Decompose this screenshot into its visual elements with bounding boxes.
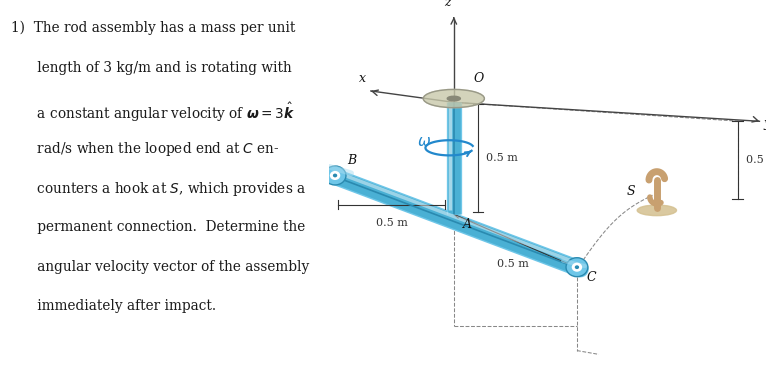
Circle shape bbox=[333, 174, 337, 177]
Text: z: z bbox=[444, 0, 450, 9]
Text: S: S bbox=[627, 185, 635, 198]
Text: 0.5 m: 0.5 m bbox=[746, 155, 766, 165]
Text: O: O bbox=[473, 72, 483, 85]
Text: rad/s when the looped end at $C$ en-: rad/s when the looped end at $C$ en- bbox=[11, 140, 279, 158]
Text: counters a hook at $S$, which provides a: counters a hook at $S$, which provides a bbox=[11, 180, 306, 198]
Text: permanent connection.  Determine the: permanent connection. Determine the bbox=[11, 220, 305, 234]
Circle shape bbox=[324, 166, 346, 185]
Text: a constant angular velocity of $\boldsymbol{\omega} = 3\hat{\boldsymbol{k}}$: a constant angular velocity of $\boldsym… bbox=[11, 100, 295, 124]
Text: y: y bbox=[764, 117, 766, 130]
Circle shape bbox=[571, 263, 582, 272]
Text: length of 3 kg/m and is rotating with: length of 3 kg/m and is rotating with bbox=[11, 61, 291, 75]
Text: angular velocity vector of the assembly: angular velocity vector of the assembly bbox=[11, 260, 309, 274]
Ellipse shape bbox=[447, 96, 460, 101]
Circle shape bbox=[566, 258, 588, 277]
Circle shape bbox=[330, 171, 340, 180]
Text: x: x bbox=[358, 72, 365, 85]
Text: C: C bbox=[587, 271, 597, 284]
Text: 0.5 m: 0.5 m bbox=[486, 153, 518, 163]
Text: immediately after impact.: immediately after impact. bbox=[11, 299, 216, 313]
Text: $\omega$: $\omega$ bbox=[417, 135, 430, 149]
Ellipse shape bbox=[637, 205, 676, 216]
Text: B: B bbox=[347, 154, 356, 167]
Text: A: A bbox=[463, 218, 472, 231]
Text: 1)  The rod assembly has a mass per unit: 1) The rod assembly has a mass per unit bbox=[11, 21, 295, 35]
Circle shape bbox=[574, 265, 579, 269]
Ellipse shape bbox=[424, 89, 484, 108]
Text: 0.5 m: 0.5 m bbox=[497, 258, 529, 269]
Text: 0.5 m: 0.5 m bbox=[375, 218, 408, 228]
